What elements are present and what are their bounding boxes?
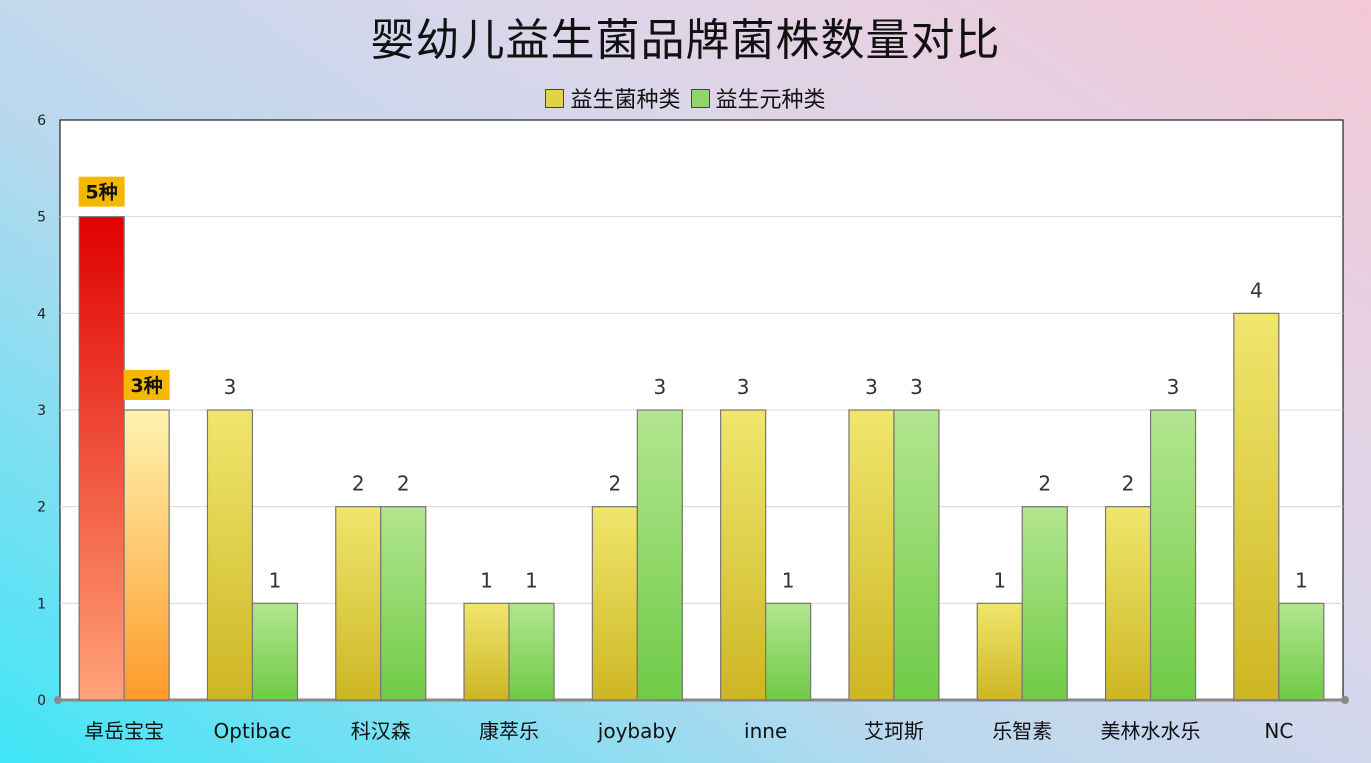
x-category-label: Optibac bbox=[214, 719, 292, 743]
bar-value-label: 1 bbox=[782, 568, 795, 592]
bar-value-label: 2 bbox=[397, 472, 410, 496]
bar-series-2 bbox=[1278, 602, 1325, 701]
x-axis-start-dot bbox=[54, 696, 62, 704]
x-category-label: 康萃乐 bbox=[479, 719, 539, 743]
bar-value-label: 3 bbox=[910, 375, 923, 399]
bar-value-label: 1 bbox=[480, 568, 493, 592]
legend-label-series-2: 益生元种类 bbox=[715, 88, 826, 113]
bar-series-2 bbox=[893, 409, 940, 701]
y-tick-label: 6 bbox=[37, 113, 46, 129]
x-category-label: 科汉森 bbox=[351, 719, 411, 743]
bar-value-label: 1 bbox=[269, 568, 282, 592]
legend: 益生菌种类 益生元种类 bbox=[0, 82, 1371, 114]
x-category-label: inne bbox=[744, 719, 787, 743]
bar-series-1 bbox=[78, 216, 125, 701]
bar-series-1 bbox=[848, 409, 895, 701]
bar-value-label: 1 bbox=[1295, 568, 1308, 592]
legend-swatch-series-1 bbox=[545, 88, 565, 108]
y-tick-label: 0 bbox=[37, 693, 46, 709]
bar-value-label: 3 bbox=[865, 375, 878, 399]
bar-value-label: 2 bbox=[1038, 472, 1051, 496]
bar-series-1 bbox=[591, 506, 638, 701]
bar-series-1 bbox=[463, 602, 510, 701]
bar-series-2 bbox=[251, 602, 299, 701]
bar-value-label: 4 bbox=[1250, 278, 1263, 302]
y-tick-label: 1 bbox=[37, 596, 46, 612]
highlight-label-bg bbox=[123, 370, 170, 400]
x-category-label: 艾珂斯 bbox=[864, 719, 924, 743]
highlight-label: 5种 bbox=[86, 182, 118, 204]
bar-series-2 bbox=[123, 409, 170, 701]
x-category-label: 乐智素 bbox=[992, 719, 1052, 743]
bar-series-2 bbox=[1149, 409, 1197, 701]
bar-value-label: 2 bbox=[608, 472, 621, 496]
bar-value-label: 3 bbox=[653, 375, 666, 399]
legend-label-series-1: 益生菌种类 bbox=[570, 88, 681, 113]
bar-series-2 bbox=[765, 602, 812, 701]
y-tick-label: 3 bbox=[37, 403, 46, 419]
bar-series-1 bbox=[206, 409, 254, 701]
x-axis-end-dot bbox=[1341, 696, 1349, 704]
chart-title: 婴幼儿益生菌品牌菌株数量对比 bbox=[370, 15, 1001, 66]
legend-swatch-series-2 bbox=[690, 88, 710, 108]
highlight-label: 3种 bbox=[131, 375, 163, 397]
bar-value-label: 3 bbox=[1167, 375, 1180, 399]
x-category-label: 美林水水乐 bbox=[1101, 719, 1201, 743]
y-tick-label: 5 bbox=[37, 210, 46, 226]
bar-series-2 bbox=[380, 506, 427, 701]
bar-series-1 bbox=[1104, 506, 1152, 701]
legend-item-series-1[interactable]: 益生菌种类 bbox=[545, 82, 681, 114]
bar-value-label: 1 bbox=[993, 568, 1006, 592]
bar-series-1 bbox=[1233, 312, 1280, 701]
x-category-label: NC bbox=[1264, 719, 1293, 743]
x-category-label: 卓岳宝宝 bbox=[84, 719, 164, 743]
legend-item-series-2[interactable]: 益生元种类 bbox=[690, 82, 826, 114]
y-tick-label: 4 bbox=[37, 306, 46, 322]
bar-series-1 bbox=[335, 506, 382, 701]
bar-value-label: 2 bbox=[352, 472, 365, 496]
bar-series-1 bbox=[976, 602, 1023, 701]
bar-value-label: 3 bbox=[737, 375, 750, 399]
bar-value-label: 1 bbox=[525, 568, 538, 592]
bar-series-2 bbox=[636, 409, 683, 701]
y-tick-label: 2 bbox=[37, 500, 46, 516]
bar-value-label: 3 bbox=[224, 375, 237, 399]
bar-series-2 bbox=[508, 602, 555, 701]
x-category-label: joybaby bbox=[597, 719, 677, 743]
highlight-label-bg bbox=[78, 176, 125, 207]
bar-series-1 bbox=[720, 409, 767, 701]
bar-value-label: 2 bbox=[1122, 472, 1135, 496]
bar-series-2 bbox=[1021, 506, 1068, 701]
